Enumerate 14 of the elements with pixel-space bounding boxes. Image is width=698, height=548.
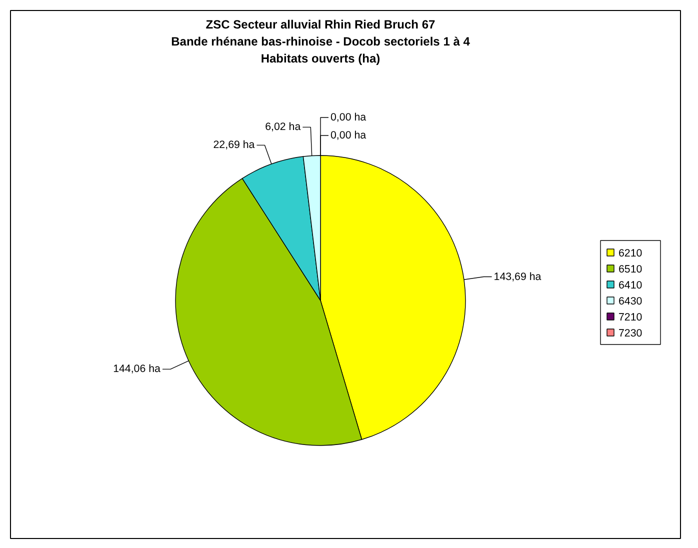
- data-label: 144,06 ha: [113, 363, 161, 376]
- chart-title: ZSC Secteur alluvial Rhin Ried Bruch 67: [206, 18, 436, 32]
- legend-label: 6430: [618, 296, 642, 308]
- text: 0,00 ha: [330, 112, 366, 124]
- legend-label: 6210: [618, 248, 642, 260]
- legend-label: 7230: [618, 328, 642, 340]
- text: 0,00 ha: [330, 130, 366, 142]
- chart-subtitle: Bande rhénane bas-rhinoise - Docob sectoriels 1 à 4 Habitats ouverts (ha): [171, 34, 470, 66]
- legend-label: 6510: [618, 264, 642, 276]
- legend-label: 7210: [618, 312, 642, 324]
- data-label: 6,02 ha: [265, 121, 301, 134]
- data-label: 22,69 ha: [213, 139, 255, 152]
- data-label: 143,69 ha: [494, 270, 542, 283]
- legend-label: 6410: [618, 280, 642, 292]
